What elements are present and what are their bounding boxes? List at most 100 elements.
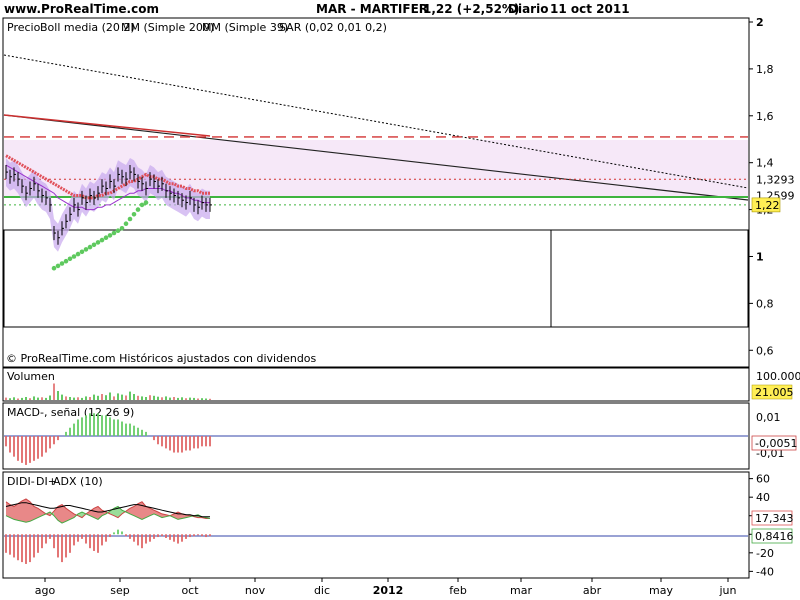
sar-point bbox=[143, 200, 149, 205]
last-price-box bbox=[751, 197, 781, 213]
boll-middle-series bbox=[5, 164, 210, 211]
dmi-title-dip: DI+ bbox=[36, 475, 57, 488]
price-axis-label: 1 bbox=[756, 250, 764, 263]
volume-last-box bbox=[751, 384, 793, 400]
dmi-title-adx: ADX (10) bbox=[53, 475, 103, 488]
x-axis: ago sep oct nov dic 2012 feb mar abr may jun bbox=[35, 578, 737, 597]
price-change: 1,22 (+2,52%) bbox=[423, 2, 519, 16]
sar-point bbox=[131, 212, 137, 217]
sar-point bbox=[63, 258, 69, 264]
price-axis-label: 0,8 bbox=[756, 297, 774, 310]
sar-point bbox=[107, 233, 113, 238]
x-axis-label: oct bbox=[181, 584, 199, 597]
trend-line-red bbox=[3, 114, 211, 137]
x-axis-label: feb bbox=[449, 584, 467, 597]
sar-point bbox=[75, 251, 81, 257]
macd-series-group bbox=[5, 413, 211, 465]
dmi-last-value-2: 0,8416 bbox=[755, 530, 794, 543]
sar-point bbox=[79, 249, 85, 255]
price-legend-sar: SAR (0,02 0,01 0,2) bbox=[279, 21, 387, 34]
x-axis-label: jun bbox=[719, 584, 737, 597]
dmi-y-axis: 6040200-20-40 bbox=[749, 473, 774, 578]
x-axis-label: ago bbox=[35, 584, 56, 597]
sar-point bbox=[135, 207, 141, 212]
price-legend-mm39: MM (Simple 39) bbox=[202, 21, 288, 34]
macd-last-value: -0,0051 bbox=[755, 437, 797, 450]
site-title[interactable]: www.ProRealTime.com bbox=[4, 2, 159, 16]
sar-point bbox=[83, 247, 89, 252]
sar-point bbox=[115, 228, 121, 233]
dmi-last-box bbox=[751, 510, 793, 526]
dmi-fill-segment bbox=[94, 506, 98, 520]
volume-last-value: 21.005 bbox=[755, 386, 794, 399]
price-axis-label: 1,6 bbox=[756, 110, 774, 123]
volume-panel bbox=[2, 367, 750, 402]
lower-empty-box bbox=[3, 229, 749, 328]
price-axis-label: 0,6 bbox=[756, 344, 774, 357]
x-axis-label: dic bbox=[314, 584, 330, 597]
dmi-axis-label: 60 bbox=[756, 473, 770, 486]
sar-point bbox=[139, 202, 145, 208]
sar-point bbox=[111, 230, 117, 236]
dmi-fill-segment bbox=[70, 511, 74, 520]
sar-point bbox=[51, 265, 57, 271]
dmi-axis-label: -40 bbox=[756, 565, 774, 578]
dmi-last-box-2 bbox=[751, 528, 793, 544]
x-axis-label: mar bbox=[510, 584, 532, 597]
mm200-line bbox=[3, 54, 749, 189]
dmi-last-value: 17,343 bbox=[755, 512, 794, 525]
dmi-fill-segment bbox=[14, 503, 18, 521]
dmi-fill-segment bbox=[66, 508, 70, 522]
dmi-panel bbox=[2, 471, 750, 579]
dmi-fill-segment bbox=[10, 504, 14, 520]
sar-point bbox=[91, 242, 97, 248]
instrument-name: MAR - MARTIFER bbox=[316, 2, 428, 16]
date: 11 oct 2011 bbox=[550, 2, 630, 16]
macd-axis-top: 0,01 bbox=[756, 411, 781, 424]
dmi-fill-segment bbox=[22, 499, 26, 523]
price-axis-label: 1,8 bbox=[756, 63, 774, 76]
dmi-fill-segment bbox=[30, 501, 34, 522]
price-legend-precio: Precio bbox=[7, 21, 41, 34]
dmi-fill-segment bbox=[62, 504, 66, 524]
dmi-fill-segment bbox=[138, 501, 142, 520]
sar-point bbox=[55, 263, 61, 269]
price-legend-boll: Boll media (20 2) bbox=[40, 21, 135, 34]
sar-point bbox=[99, 237, 105, 243]
di-plus-series bbox=[5, 505, 211, 524]
mm39-series bbox=[5, 154, 210, 200]
macd-title: MACD-, señal (12 26 9) bbox=[7, 406, 134, 419]
price-legend-mm200: MM (Simple 200) bbox=[121, 21, 214, 34]
macd-last-box bbox=[751, 435, 797, 451]
sar-point bbox=[67, 256, 73, 262]
dmi-fill-segment bbox=[58, 504, 62, 524]
x-axis-label: nov bbox=[245, 584, 266, 597]
volume-title: Volumen bbox=[7, 370, 55, 383]
price-axis-label: 2 bbox=[756, 16, 764, 29]
dmi-fill-segment bbox=[130, 506, 134, 516]
price-y-axis: 21,81,61,41,210,80,6 bbox=[749, 16, 774, 357]
sar-point bbox=[59, 261, 65, 266]
x-axis-label: abr bbox=[583, 584, 602, 597]
price-footer: © ProRealTime.com Históricos ajustados c… bbox=[6, 352, 317, 365]
period: Diario bbox=[508, 2, 548, 16]
adx-series bbox=[5, 502, 210, 518]
sar-point bbox=[123, 221, 129, 226]
sar-point bbox=[103, 235, 109, 240]
last-price-label: 1,22 bbox=[755, 199, 780, 212]
sar-point bbox=[87, 244, 93, 250]
x-axis-label: sep bbox=[110, 584, 129, 597]
dmi-fill-segment bbox=[34, 506, 38, 520]
x-axis-label: may bbox=[649, 584, 673, 597]
sar-point bbox=[119, 226, 125, 231]
trend-line-black bbox=[3, 114, 749, 201]
resistance-label: 1,3293 bbox=[756, 173, 795, 186]
dmi-axis-label: 40 bbox=[756, 491, 770, 504]
dmi-fill-segment bbox=[146, 506, 150, 518]
dmi-title-di: DI bbox=[7, 475, 19, 488]
sar-point bbox=[127, 216, 133, 222]
dmi-fill-segment bbox=[18, 500, 22, 522]
